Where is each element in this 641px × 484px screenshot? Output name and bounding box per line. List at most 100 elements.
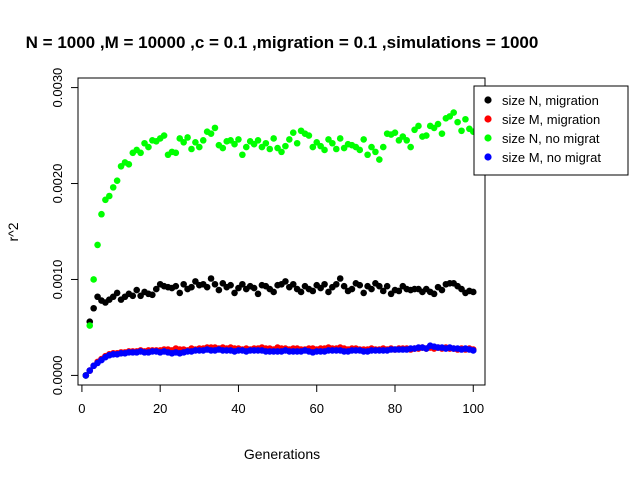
x-tick-label: 80 [388, 401, 402, 416]
data-point [422, 132, 430, 139]
data-point [469, 347, 477, 354]
data-point [219, 144, 227, 152]
data-point [137, 149, 144, 157]
data-point [356, 281, 364, 289]
x-tick-label: 0 [78, 401, 85, 416]
data-point [376, 282, 383, 290]
data-point [152, 285, 160, 293]
data-point [94, 241, 101, 249]
data-point [180, 280, 187, 288]
data-point [305, 132, 313, 139]
data-point [340, 282, 348, 290]
data-point [282, 278, 289, 285]
data-point [368, 285, 375, 293]
data-point [454, 118, 461, 126]
data-point [239, 151, 246, 159]
data-point [184, 134, 191, 141]
legend-marker-size-m-no-migrat [484, 153, 492, 161]
data-point [172, 149, 180, 157]
data-point [106, 192, 113, 200]
data-point [239, 280, 246, 288]
data-point [360, 289, 367, 297]
data-point [172, 282, 180, 290]
data-point [176, 289, 184, 297]
y-tick-label: 0.0010 [50, 260, 65, 300]
x-axis: 0 20 40 60 80 100 [78, 384, 484, 416]
data-point [462, 115, 469, 123]
data-point [160, 132, 168, 139]
data-point [356, 146, 364, 154]
series-size-n-no-migrat [82, 109, 477, 379]
data-point [109, 184, 117, 191]
data-point [383, 282, 391, 290]
data-point [438, 286, 446, 294]
data-point [321, 280, 328, 288]
legend: size N, migration size M, migration size… [473, 85, 629, 176]
data-point [395, 287, 403, 295]
legend-label-size-n-migration: size N, migration [502, 93, 599, 108]
data-point [215, 286, 223, 294]
data-point [360, 136, 367, 143]
y-axis: 0.0000 0.0010 0.0020 0.0030 [50, 68, 79, 396]
legend-label-size-m-no-migrat: size M, no migrat [502, 150, 601, 165]
series-size-m-no-migrat [82, 342, 477, 379]
data-point [286, 136, 293, 143]
data-point [113, 177, 121, 184]
data-point [329, 139, 336, 147]
data-point [372, 148, 379, 156]
data-point [469, 288, 477, 296]
data-point [289, 129, 297, 136]
data-point [415, 122, 422, 130]
data-point [332, 280, 340, 288]
data-point [450, 109, 457, 116]
data-point [196, 143, 203, 151]
data-point [289, 280, 297, 288]
plot-frame [77, 77, 486, 386]
legend-label-size-n-no-migrat: size N, no migrat [502, 131, 600, 146]
data-point [235, 136, 242, 143]
data-point [113, 289, 121, 297]
y-tick-label: 0.0000 [50, 356, 65, 396]
data-point [336, 135, 344, 142]
data-point [434, 120, 442, 128]
data-point [403, 137, 411, 144]
data-point [430, 290, 438, 298]
data-point [364, 151, 371, 159]
data-point [379, 287, 387, 295]
y-tick-label: 0.0020 [50, 164, 65, 204]
data-point [98, 210, 105, 218]
data-point [192, 138, 199, 146]
data-point [133, 286, 141, 294]
x-tick-label: 40 [231, 401, 245, 416]
data-point [309, 143, 317, 151]
data-point [270, 135, 277, 142]
data-point [336, 275, 344, 282]
data-point [438, 130, 446, 137]
data-point [211, 124, 219, 132]
data-point [282, 142, 289, 150]
chart-title: N = 1000 ,M = 10000 ,c = 0.1 ,migration … [26, 33, 539, 52]
data-point [207, 275, 215, 282]
data-point [391, 129, 399, 136]
data-point [207, 130, 215, 137]
data-point [332, 145, 340, 153]
data-point [293, 139, 301, 147]
legend-marker-size-n-no-migrat [484, 134, 492, 142]
data-point [211, 280, 219, 288]
legend-marker-size-n-migration [484, 96, 492, 104]
data-point [231, 289, 238, 297]
data-points [82, 109, 477, 379]
data-point [309, 287, 317, 295]
data-point [180, 138, 187, 146]
data-point [379, 143, 387, 151]
data-point [227, 281, 234, 289]
data-point [203, 283, 211, 291]
x-tick-label: 20 [153, 401, 167, 416]
data-point [278, 148, 285, 156]
x-tick-label: 60 [309, 401, 323, 416]
series-size-n-migration [82, 275, 477, 379]
data-point [266, 145, 274, 153]
data-point [254, 137, 262, 144]
legend-marker-size-m-migration [484, 115, 492, 123]
